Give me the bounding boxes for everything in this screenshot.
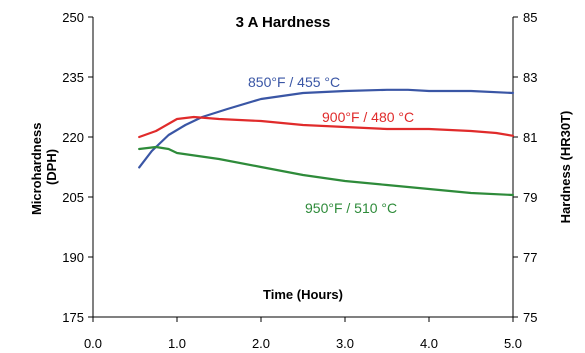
- y-tick-label-left-235: 235: [62, 70, 84, 85]
- series-line-2: [138, 145, 515, 197]
- series-lines: [138, 88, 515, 197]
- plot-frame: [92, 17, 514, 318]
- y-tick-label-left-190: 190: [62, 250, 84, 265]
- series-label-850: 850°F / 455 °C: [248, 74, 340, 90]
- y-tick-label-right-83: 83: [523, 70, 537, 85]
- x-axis-title: Time (Hours): [263, 287, 343, 302]
- right-axis-title: Hardness (HR30T): [558, 111, 573, 224]
- x-tick-label-3.0: 3.0: [336, 336, 354, 351]
- series-label-950: 950°F / 510 °C: [305, 200, 397, 216]
- left-axis-title-line1: Microhardness: [29, 123, 44, 215]
- y-tick-label-right-85: 85: [523, 10, 537, 25]
- left-axis-title: Microhardness (DPH): [29, 119, 59, 215]
- x-tick-label-1.0: 1.0: [168, 336, 186, 351]
- axis-ticks: 175 190 205 220 235 250 75 77 79 81 83 85 0.0 1.0 2.0 3…: [62, 10, 537, 351]
- y-tick-label-left-175: 175: [62, 310, 84, 325]
- y-tick-label-right-77: 77: [523, 250, 537, 265]
- y-tick-label-right-81: 81: [523, 130, 537, 145]
- series-line-0: [138, 88, 515, 169]
- y-tick-label-left-220: 220: [62, 130, 84, 145]
- series-label-900: 900°F / 480 °C: [322, 109, 414, 125]
- series-line-1: [138, 115, 515, 139]
- x-tick-label-0.0: 0.0: [84, 336, 102, 351]
- y-tick-label-right-75: 75: [523, 310, 537, 325]
- chart-title: 3 A Hardness: [236, 14, 331, 31]
- x-tick-label-2.0: 2.0: [252, 336, 270, 351]
- x-tick-label-5.0: 5.0: [504, 336, 522, 351]
- y-tick-label-left-205: 205: [62, 190, 84, 205]
- y-tick-label-right-79: 79: [523, 190, 537, 205]
- y-tick-label-left-250: 250: [62, 10, 84, 25]
- left-axis-title-line2: (DPH): [44, 149, 59, 185]
- x-tick-label-4.0: 4.0: [420, 336, 438, 351]
